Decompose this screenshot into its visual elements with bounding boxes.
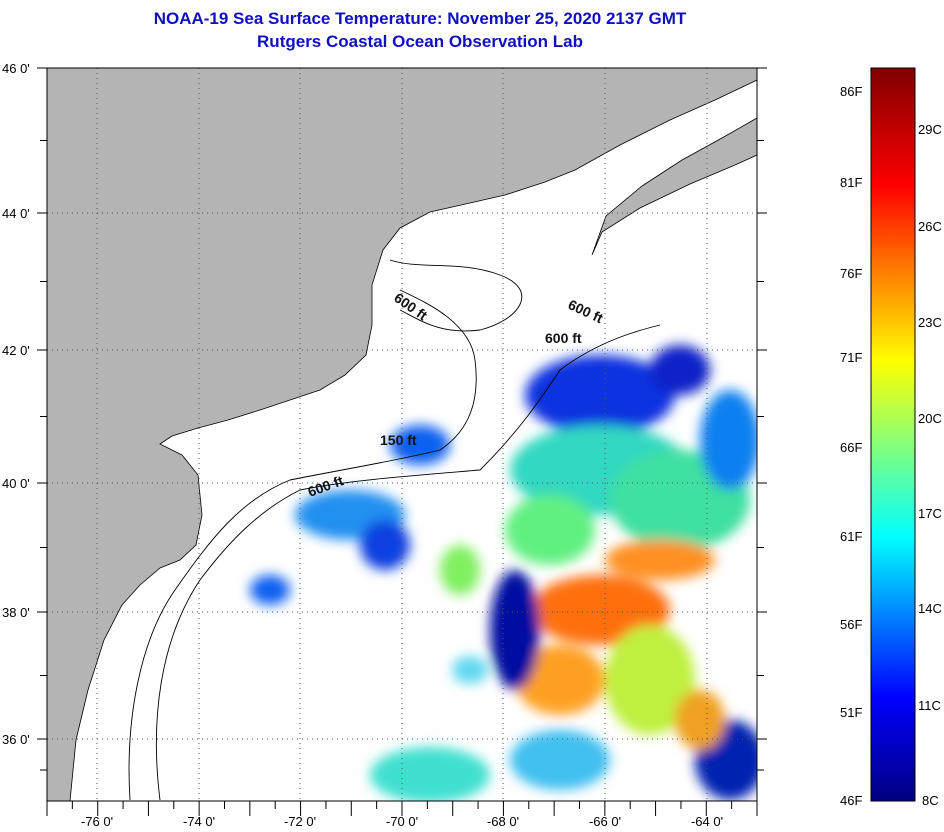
colorbar-c-label: 29C <box>918 122 942 137</box>
lon-axis: -76 0' -74 0' -72 0' -70 0' -68 0' -66 0… <box>81 814 723 829</box>
sst-patch <box>490 570 540 690</box>
lon-tick-label: -66 0' <box>589 814 621 829</box>
lat-tick-label: 46 0' <box>2 61 30 76</box>
colorbar-c-label: 8C <box>922 793 939 808</box>
sst-patch <box>440 545 480 595</box>
colorbar-f-label: 66F <box>840 440 863 455</box>
contour-150ft <box>128 289 477 801</box>
sst-patch <box>452 656 488 684</box>
land-nova-scotia <box>591 117 757 256</box>
colorbar-c-label: 20C <box>918 411 942 426</box>
axis-ticks <box>37 67 767 816</box>
lat-tick-label: 38 0' <box>2 605 30 620</box>
lat-axis: 46 0' 44 0' 42 0' 40 0' 38 0' 36 0' <box>2 61 30 747</box>
sst-patch <box>530 575 670 645</box>
sst-patch <box>250 575 290 605</box>
map-title: NOAA-19 Sea Surface Temperature: Novembe… <box>153 9 687 28</box>
lat-tick-label: 36 0' <box>2 732 30 747</box>
sst-patch <box>505 495 595 565</box>
lon-tick-label: -72 0' <box>284 814 316 829</box>
colorbar-f-label: 46F <box>840 793 863 808</box>
lat-tick-label: 42 0' <box>2 343 30 358</box>
colorbar-c-label: 14C <box>918 601 942 616</box>
sst-patch <box>675 690 725 750</box>
lon-tick-label: -74 0' <box>183 814 215 829</box>
sst-patch <box>525 355 675 435</box>
sst-patch <box>370 747 490 801</box>
sst-patch <box>605 625 695 735</box>
lat-tick-label: 40 0' <box>2 476 30 491</box>
sst-patch <box>700 390 757 490</box>
lon-tick-label: -64 0' <box>691 814 723 829</box>
colorbar-c-label: 23C <box>918 315 942 330</box>
sst-patch <box>360 520 410 570</box>
lon-tick-label: -76 0' <box>81 814 113 829</box>
colorbar-f-label: 56F <box>840 617 863 632</box>
graticule <box>47 68 757 801</box>
colorbar-c-label: 26C <box>918 219 942 234</box>
contour-600ft <box>155 324 661 801</box>
sst-patch <box>390 425 450 465</box>
colorbar-f-label: 71F <box>840 350 863 365</box>
depth-contours <box>128 259 661 801</box>
contour-gulf-of-maine <box>389 259 523 332</box>
lon-tick-label: -70 0' <box>386 814 418 829</box>
contour-label: 600 ft <box>545 330 582 346</box>
colorbar-c-label: 17C <box>918 506 942 521</box>
sst-field <box>250 345 757 801</box>
land-mainland <box>47 68 757 801</box>
colorbar-f-label: 81F <box>840 175 863 190</box>
sst-patch <box>605 540 715 580</box>
map-subtitle: Rutgers Coastal Ocean Observation Lab <box>257 32 583 51</box>
colorbar-f-label: 86F <box>840 84 863 99</box>
colorbar-c-label: 11C <box>918 698 941 713</box>
sst-patch <box>650 345 710 395</box>
colorbar <box>870 67 916 802</box>
contour-label: 150 ft <box>380 432 417 448</box>
colorbar-f-label: 76F <box>840 266 863 281</box>
lat-tick-label: 44 0' <box>2 206 30 221</box>
sst-patch <box>510 730 610 790</box>
colorbar-f-label: 51F <box>840 705 863 720</box>
colorbar-f-label: 61F <box>840 529 863 544</box>
lon-tick-label: -68 0' <box>487 814 519 829</box>
sst-patch <box>515 645 605 715</box>
